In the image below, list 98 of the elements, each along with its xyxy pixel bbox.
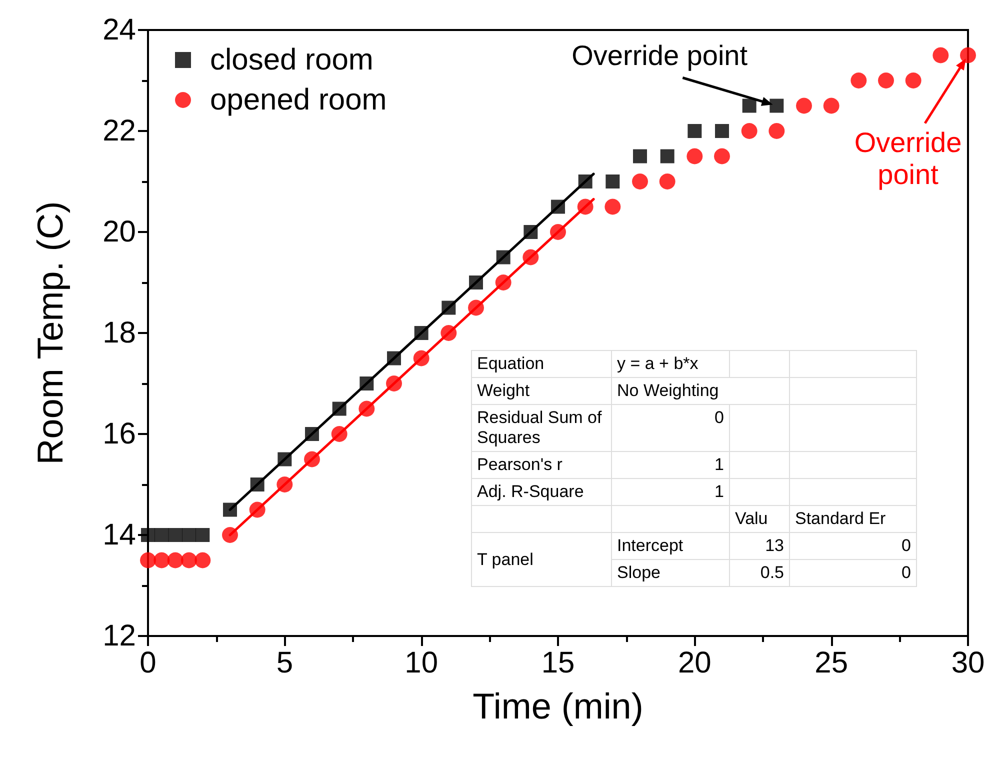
point xyxy=(522,249,539,266)
point xyxy=(768,123,785,139)
annotation: Adj. R-Square xyxy=(472,478,612,506)
point xyxy=(905,72,922,88)
x-axis-title: Time (min) xyxy=(472,686,644,726)
point xyxy=(358,400,375,417)
annotation: 13 xyxy=(730,532,790,560)
point xyxy=(141,528,155,542)
point xyxy=(659,174,676,190)
annotation: Pearson's r xyxy=(472,452,612,478)
point xyxy=(387,351,401,366)
legend-label: closed room xyxy=(210,44,374,76)
x-tick-label: 15 xyxy=(541,646,575,680)
point xyxy=(495,274,512,290)
point xyxy=(468,300,484,316)
x-tick-label: 20 xyxy=(678,646,712,680)
annotation: 0 xyxy=(612,404,730,452)
legend-label: opened room xyxy=(210,84,387,116)
y-tick-label: 24 xyxy=(102,14,136,46)
point xyxy=(386,376,402,392)
annotation: Equation xyxy=(472,350,612,378)
point xyxy=(154,552,170,568)
point xyxy=(960,47,976,64)
annotation: 0.5 xyxy=(730,560,790,586)
point xyxy=(742,98,756,113)
point xyxy=(823,98,840,114)
point xyxy=(196,528,210,542)
point xyxy=(660,149,674,164)
point xyxy=(168,528,182,542)
y-tick-label: 18 xyxy=(102,316,136,350)
x-tick-label: 5 xyxy=(276,646,294,680)
point xyxy=(633,149,647,164)
annotation: Override point xyxy=(572,40,748,72)
y-tick-label: 12 xyxy=(102,620,136,652)
point xyxy=(167,552,184,568)
point xyxy=(413,350,430,366)
annotation: 1 xyxy=(612,452,730,478)
point xyxy=(741,123,758,139)
point xyxy=(223,502,237,517)
point xyxy=(850,72,867,88)
point xyxy=(715,124,729,138)
y-axis-title: Room Temp. (C) xyxy=(30,201,70,465)
point xyxy=(414,326,428,340)
point xyxy=(770,98,784,113)
point xyxy=(278,452,292,466)
point xyxy=(932,47,949,64)
point xyxy=(714,148,730,164)
point xyxy=(360,376,374,390)
point xyxy=(332,402,346,416)
annotation: No Weighting xyxy=(612,378,790,404)
point xyxy=(305,427,319,441)
point xyxy=(606,174,620,188)
point xyxy=(276,476,293,492)
annotation: Slope xyxy=(612,560,730,586)
x-tick-label: 25 xyxy=(814,646,848,680)
point xyxy=(331,426,348,442)
point xyxy=(469,276,483,290)
point xyxy=(249,502,266,518)
point xyxy=(878,72,894,88)
point xyxy=(442,300,456,315)
x-tick-label: 10 xyxy=(404,646,438,680)
annotation: y = a + b*x xyxy=(612,350,730,378)
annotation: Intercept xyxy=(612,532,730,560)
point xyxy=(688,124,702,138)
point xyxy=(154,528,169,542)
point xyxy=(577,198,594,215)
y-tick-label: 14 xyxy=(102,518,136,552)
point xyxy=(304,451,320,468)
point xyxy=(686,148,703,164)
point xyxy=(632,174,648,190)
y-tick-label: 16 xyxy=(102,418,136,450)
y-tick-label: 20 xyxy=(102,216,136,248)
x-tick-label: 0 xyxy=(140,646,156,680)
annotation: Override point xyxy=(853,127,963,192)
point xyxy=(604,198,621,215)
point xyxy=(222,527,238,543)
point xyxy=(181,552,197,568)
annotation: Residual Sum of Squares xyxy=(472,404,612,452)
annotation: 0 xyxy=(790,532,916,560)
annotation: Standard Er xyxy=(790,506,916,532)
point xyxy=(496,250,510,264)
point xyxy=(578,174,592,188)
x-tick-label: 30 xyxy=(951,646,985,680)
point xyxy=(524,225,538,239)
annotation: 1 xyxy=(612,478,730,506)
point xyxy=(182,528,196,542)
point xyxy=(250,478,264,492)
point xyxy=(551,200,565,214)
point xyxy=(796,98,812,114)
y-tick-label: 22 xyxy=(102,114,136,148)
annotation: Valu xyxy=(730,506,790,532)
annotation: 0 xyxy=(790,560,916,586)
annotation: T panel xyxy=(472,532,612,586)
point xyxy=(440,325,457,341)
point xyxy=(194,552,211,568)
point xyxy=(140,552,156,568)
annotation: Weight xyxy=(472,378,612,404)
point xyxy=(550,224,566,240)
